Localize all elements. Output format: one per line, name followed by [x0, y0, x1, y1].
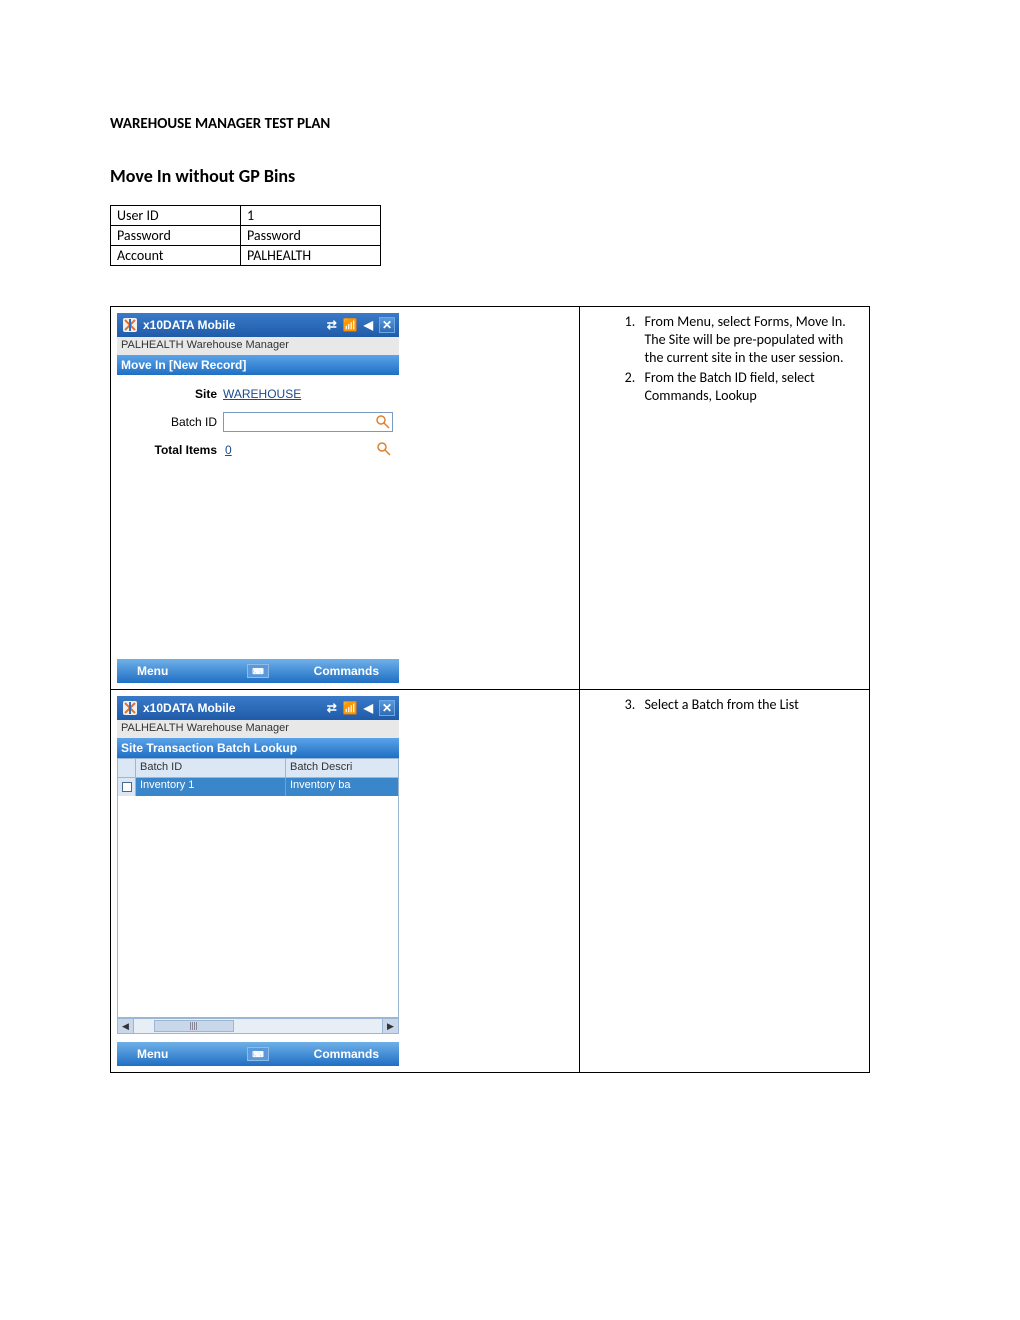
- form-banner: Move In [New Record]: [117, 355, 399, 375]
- table-row: User ID 1: [111, 206, 381, 226]
- screenshot-cell: x10DATA Mobile ⇄ 📶 ◀ ✕ PALHEALTH Warehou…: [111, 307, 580, 690]
- instruction-list: From Menu, select Forms, Move In. The Si…: [586, 313, 863, 405]
- table-row: Account PALHEALTH: [111, 246, 381, 266]
- app-title: x10DATA Mobile: [143, 701, 235, 715]
- menu-button[interactable]: Menu: [137, 664, 168, 678]
- instruction-list: Select a Batch from the List: [586, 696, 863, 714]
- signal-icon: 📶: [343, 318, 358, 332]
- total-items-value[interactable]: 0: [223, 443, 232, 457]
- total-items-label: Total Items: [123, 443, 223, 457]
- batch-id-input[interactable]: [224, 413, 372, 431]
- cred-label: Account: [111, 246, 241, 266]
- total-items-row: Total Items 0: [123, 439, 393, 461]
- horizontal-scrollbar[interactable]: ◀ ▶: [117, 1018, 399, 1034]
- checkbox-icon[interactable]: [122, 782, 132, 792]
- network-icon: ⇄: [327, 318, 337, 332]
- scroll-right-icon[interactable]: ▶: [382, 1019, 398, 1033]
- grid-select-col: [118, 759, 136, 777]
- bottom-bar: Menu ⌨ Commands: [117, 659, 399, 683]
- test-steps-table: x10DATA Mobile ⇄ 📶 ◀ ✕ PALHEALTH Warehou…: [110, 306, 870, 1073]
- instruction-item: From Menu, select Forms, Move In. The Si…: [638, 313, 863, 368]
- network-icon: ⇄: [327, 701, 337, 715]
- instruction-item: From the Batch ID field, select Commands…: [638, 369, 863, 405]
- keyboard-icon[interactable]: ⌨: [247, 664, 269, 678]
- signal-icon: 📶: [343, 701, 358, 715]
- grid-row[interactable]: Inventory 1 Inventory ba: [117, 778, 399, 796]
- site-label: Site: [123, 387, 223, 401]
- app-icon: [121, 316, 139, 334]
- lookup-icon[interactable]: [374, 413, 392, 431]
- instructions-cell: Select a Batch from the List: [580, 690, 870, 1073]
- total-items-input-wrap: 0: [223, 440, 393, 460]
- grid-empty-body: [117, 796, 399, 1018]
- site-row: Site WAREHOUSE: [123, 383, 393, 405]
- status-icons: ⇄ 📶 ◀ ✕: [327, 317, 399, 333]
- app-title: x10DATA Mobile: [143, 318, 235, 332]
- mobile-device-mock: x10DATA Mobile ⇄ 📶 ◀ ✕ PALHEALTH Warehou…: [117, 696, 399, 1066]
- scroll-left-icon[interactable]: ◀: [118, 1019, 134, 1033]
- grid-col-header[interactable]: Batch ID: [136, 759, 286, 777]
- form-body: Site WAREHOUSE Batch ID Total It: [117, 375, 399, 475]
- keyboard-icon[interactable]: ⌨: [247, 1047, 269, 1061]
- batch-row: Batch ID: [123, 411, 393, 433]
- grid-col-header[interactable]: Batch Descri: [286, 759, 398, 777]
- site-value-link[interactable]: WAREHOUSE: [223, 387, 301, 401]
- scroll-thumb[interactable]: [154, 1020, 234, 1032]
- instruction-item: Select a Batch from the List: [638, 696, 863, 714]
- menu-button[interactable]: Menu: [137, 1047, 168, 1061]
- cred-value: 1: [241, 206, 381, 226]
- mobile-device-mock: x10DATA Mobile ⇄ 📶 ◀ ✕ PALHEALTH Warehou…: [117, 313, 399, 683]
- table-row: Password Password: [111, 226, 381, 246]
- cred-label: Password: [111, 226, 241, 246]
- app-subtitle: PALHEALTH Warehouse Manager: [117, 720, 399, 738]
- grid-header: Batch ID Batch Descri: [117, 758, 399, 778]
- titlebar: x10DATA Mobile ⇄ 📶 ◀ ✕: [117, 696, 399, 720]
- form-banner: Site Transaction Batch Lookup: [117, 738, 399, 758]
- cred-value: PALHEALTH: [241, 246, 381, 266]
- app-icon: [121, 699, 139, 717]
- titlebar: x10DATA Mobile ⇄ 📶 ◀ ✕: [117, 313, 399, 337]
- grid-row-selector[interactable]: [118, 778, 136, 796]
- batch-id-label: Batch ID: [123, 415, 223, 429]
- instructions-cell: From Menu, select Forms, Move In. The Si…: [580, 307, 870, 690]
- close-icon[interactable]: ✕: [379, 700, 395, 716]
- volume-icon: ◀: [364, 318, 373, 332]
- bottom-bar: Menu ⌨ Commands: [117, 1042, 399, 1066]
- grid-cell: Inventory ba: [286, 778, 398, 796]
- commands-button[interactable]: Commands: [314, 664, 379, 678]
- cred-value: Password: [241, 226, 381, 246]
- close-icon[interactable]: ✕: [379, 317, 395, 333]
- credentials-table: User ID 1 Password Password Account PALH…: [110, 205, 381, 266]
- section-title: Move In without GP Bins: [110, 165, 910, 187]
- cred-label: User ID: [111, 206, 241, 226]
- screenshot-cell: x10DATA Mobile ⇄ 📶 ◀ ✕ PALHEALTH Warehou…: [111, 690, 580, 1073]
- lookup-icon[interactable]: [375, 440, 393, 458]
- app-subtitle: PALHEALTH Warehouse Manager: [117, 337, 399, 355]
- commands-button[interactable]: Commands: [314, 1047, 379, 1061]
- lookup-grid: Batch ID Batch Descri Inventory 1 Invent…: [117, 758, 399, 1034]
- grid-cell: Inventory 1: [136, 778, 286, 796]
- batch-id-input-wrap: [223, 412, 393, 432]
- status-icons: ⇄ 📶 ◀ ✕: [327, 700, 399, 716]
- volume-icon: ◀: [364, 701, 373, 715]
- document-title: WAREHOUSE MANAGER TEST PLAN: [110, 115, 910, 133]
